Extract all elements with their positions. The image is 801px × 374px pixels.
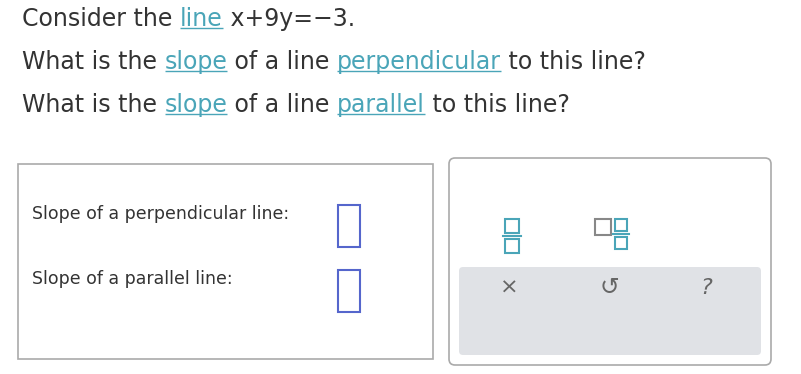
Text: slope: slope [164, 50, 227, 74]
Text: What is the: What is the [22, 93, 164, 117]
Bar [18, 164, 433, 359]
Text: perpendicular: perpendicular [337, 50, 501, 74]
Text: What is the: What is the [22, 50, 164, 74]
Text: Slope of a parallel line:: Slope of a parallel line: [32, 270, 232, 288]
Text: ?: ? [700, 278, 712, 298]
Bar [505, 239, 519, 253]
Text: ↺: ↺ [600, 275, 620, 299]
FancyBboxPatch shape [459, 267, 761, 355]
Bar [615, 237, 627, 249]
Bar [338, 205, 360, 247]
Text: line: line [180, 7, 223, 31]
Text: to this line?: to this line? [425, 93, 570, 117]
Bar [338, 270, 360, 312]
Text: Consider the: Consider the [22, 7, 180, 31]
Text: ×: × [500, 278, 518, 298]
Text: to this line?: to this line? [501, 50, 646, 74]
FancyBboxPatch shape [449, 158, 771, 365]
Bar [615, 219, 627, 231]
Text: parallel: parallel [337, 93, 425, 117]
Bar [505, 219, 519, 233]
Text: slope: slope [164, 93, 227, 117]
Text: of a line: of a line [227, 50, 337, 74]
Text: x+9y=−3.: x+9y=−3. [223, 7, 355, 31]
Text: Slope of a perpendicular line:: Slope of a perpendicular line: [32, 205, 289, 223]
Text: of a line: of a line [227, 93, 337, 117]
Bar [595, 219, 611, 235]
